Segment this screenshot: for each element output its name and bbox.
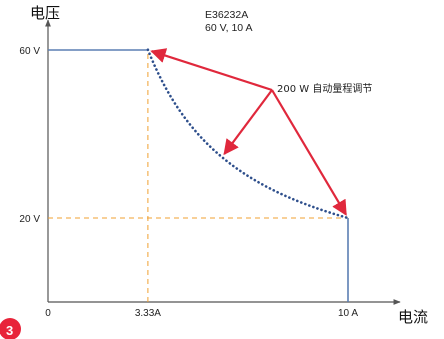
annotation-layer: 200 W 自动量程调节 <box>150 48 372 216</box>
annotation-arrow-2 <box>271 89 347 216</box>
model-name: E36232A <box>205 9 248 21</box>
x-tick-label-2: 10 A <box>338 308 358 319</box>
annotation-text: 200 W 自动量程调节 <box>277 82 372 95</box>
annotation-arrow-0 <box>150 48 273 92</box>
x-axis-title: 电流 <box>398 308 428 326</box>
annotation-arrow-1 <box>223 89 273 156</box>
y-tick-label-0: 60 V <box>19 46 40 57</box>
constant-power-curve <box>146 48 350 220</box>
y-tick-label-1: 20 V <box>19 214 40 225</box>
y-axis-title: 电压 <box>30 4 60 22</box>
x-tick-label-1: 3.33A <box>135 308 161 319</box>
series-layer <box>48 48 350 302</box>
figure-badge: 3 <box>0 318 21 339</box>
reference-lines <box>48 50 348 302</box>
x-tick-label-0: 0 <box>45 308 51 319</box>
model-rating: 60 V, 10 A <box>205 22 253 34</box>
tick-labels: 0 3.33A 10 A 60 V 20 V <box>19 46 358 319</box>
badge-number: 3 <box>6 323 13 338</box>
